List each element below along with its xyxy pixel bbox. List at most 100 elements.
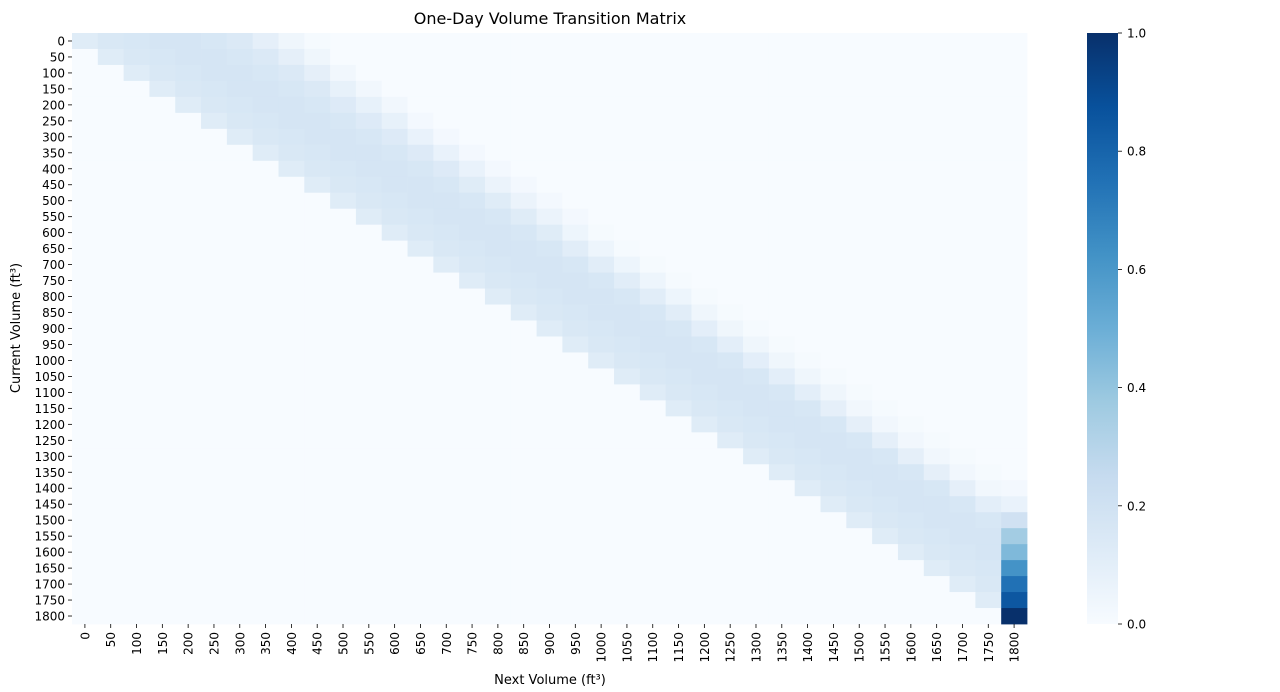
heatmap-cell (201, 400, 228, 417)
heatmap-cell (484, 224, 512, 242)
heatmap-cell (97, 592, 125, 609)
heatmap-cell (717, 224, 744, 242)
heatmap-cell (743, 544, 770, 561)
heatmap-cell (897, 272, 925, 289)
heatmap-cell (743, 576, 770, 593)
heatmap-cell (794, 64, 821, 82)
heatmap-cell (691, 96, 718, 114)
heatmap-cell (175, 368, 202, 385)
heatmap-cell (923, 560, 950, 577)
heatmap-cell (175, 224, 202, 242)
heatmap-cell (846, 528, 873, 545)
heatmap-cell (123, 304, 150, 321)
heatmap-cell (201, 592, 228, 609)
heatmap-cell (72, 112, 99, 130)
heatmap-cell (794, 544, 821, 561)
heatmap-cell (846, 224, 873, 242)
heatmap-cell (768, 33, 796, 50)
y-tick-label: 1800 (34, 610, 65, 624)
heatmap-cell (201, 320, 228, 337)
heatmap-cell (665, 448, 692, 465)
heatmap-cell (433, 576, 460, 593)
heatmap-cell (717, 576, 744, 593)
heatmap-cell (175, 320, 202, 337)
heatmap-cell (614, 48, 641, 66)
heatmap-cell (1001, 240, 1028, 258)
x-tick-label: 950 (569, 632, 583, 655)
heatmap-cell (846, 336, 873, 353)
heatmap-cell (846, 464, 873, 481)
heatmap-cell (278, 304, 305, 321)
heatmap-cell (149, 544, 176, 561)
heatmap-cell (510, 448, 537, 465)
heatmap-cell (872, 96, 899, 114)
heatmap-cell (201, 576, 228, 593)
heatmap-cell (510, 160, 537, 178)
heatmap-cell (304, 576, 331, 593)
x-tick-label: 700 (440, 632, 454, 655)
heatmap-cell (872, 320, 899, 337)
heatmap-cell (665, 416, 692, 433)
heatmap-cell (278, 608, 305, 625)
heatmap-cell (923, 368, 950, 385)
heatmap-cell (975, 176, 1002, 194)
heatmap-cell (872, 512, 899, 529)
heatmap-cell (562, 400, 589, 417)
heatmap-cell (717, 272, 744, 289)
heatmap-cell (407, 608, 434, 625)
heatmap-cell (484, 80, 512, 98)
heatmap-cell (897, 80, 925, 98)
heatmap-cell (639, 96, 667, 114)
heatmap-cell (355, 592, 383, 609)
heatmap-cell (743, 128, 770, 146)
heatmap-cell (433, 368, 460, 385)
heatmap-cell (459, 592, 486, 609)
heatmap-cell (433, 320, 460, 337)
heatmap-cell (433, 80, 460, 98)
heatmap-cell (149, 208, 176, 226)
heatmap-cell (536, 448, 563, 465)
heatmap-cell (743, 464, 770, 481)
heatmap-cell (72, 160, 99, 178)
heatmap-cell (201, 496, 228, 513)
heatmap-cell (484, 48, 512, 66)
heatmap-cell (1001, 80, 1028, 98)
heatmap-cell (975, 384, 1002, 401)
y-tick-label: 200 (42, 98, 65, 112)
heatmap-cell (691, 512, 718, 529)
heatmap-cell (897, 592, 925, 609)
heatmap-cell (123, 464, 150, 481)
heatmap-cell (278, 416, 305, 433)
heatmap-cell (459, 160, 486, 178)
heatmap-cell (123, 160, 150, 178)
heatmap-cell (949, 416, 976, 433)
heatmap-cell (846, 112, 873, 130)
heatmap-cell (226, 416, 254, 433)
heatmap-cell (226, 576, 254, 593)
heatmap-cell (175, 448, 202, 465)
colorbar (1087, 33, 1118, 624)
heatmap-cell (97, 176, 125, 194)
heatmap-cell (433, 272, 460, 289)
heatmap-cell (123, 176, 150, 194)
heatmap-cell (588, 33, 615, 50)
heatmap-cell (1001, 544, 1028, 561)
heatmap-cell (381, 272, 408, 289)
heatmap-cell (252, 160, 279, 178)
heatmap-cell (304, 80, 331, 98)
heatmap-cell (872, 224, 899, 242)
heatmap-cell (484, 128, 512, 146)
heatmap-cell (175, 64, 202, 82)
y-tick-label: 250 (42, 114, 65, 128)
heatmap-cell (226, 64, 254, 82)
heatmap-cell (510, 128, 537, 146)
heatmap-cell (614, 576, 641, 593)
heatmap-cell (743, 416, 770, 433)
heatmap-cell (846, 544, 873, 561)
heatmap-cell (639, 432, 667, 449)
heatmap-cell (175, 336, 202, 353)
heatmap-cell (923, 592, 950, 609)
y-tick-label: 300 (42, 130, 65, 144)
heatmap-cell (407, 496, 434, 513)
heatmap-cell (407, 192, 434, 210)
